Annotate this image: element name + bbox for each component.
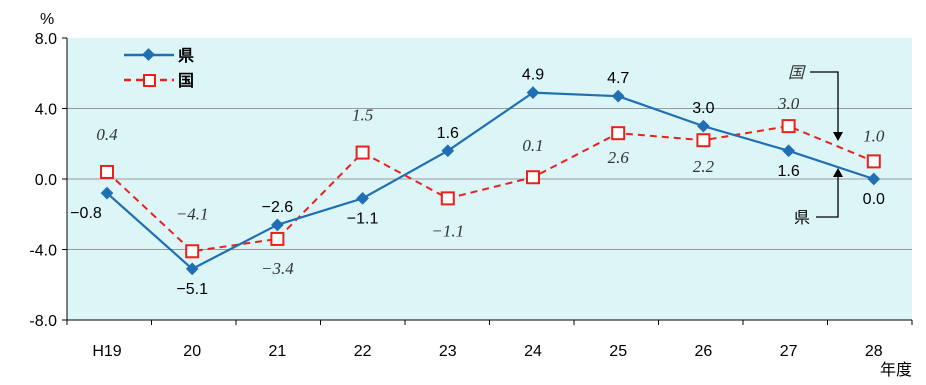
data-label-kuni: 3.0 bbox=[777, 94, 800, 113]
axes: 8.0 4.0 0.0 -4.0 -8.0 H19 20 21 22 23 24 25 26 27 28 bbox=[29, 31, 913, 360]
data-label-kuni: 1.5 bbox=[352, 106, 373, 125]
callout-kuni: 国 bbox=[788, 63, 843, 141]
legend-label-ken: 県 bbox=[178, 46, 194, 65]
point-kuni bbox=[526, 170, 540, 185]
point-kuni bbox=[781, 119, 796, 134]
y-tick-label: 8.0 bbox=[35, 31, 57, 48]
point-kuni bbox=[100, 164, 114, 179]
point-ken bbox=[100, 186, 114, 200]
x-tick-label: 28 bbox=[865, 343, 883, 360]
point-kuni bbox=[866, 154, 881, 169]
point-kuni bbox=[611, 126, 626, 141]
legend-marker-kuni bbox=[143, 74, 156, 87]
x-tick-label: 23 bbox=[439, 343, 457, 360]
y-axis-unit: % bbox=[40, 11, 54, 28]
y-tick-label: -4.0 bbox=[29, 243, 57, 260]
data-label-ken: −1.1 bbox=[347, 210, 379, 227]
data-label-kuni: 0.1 bbox=[522, 136, 543, 155]
data-label-ken: −5.1 bbox=[176, 281, 208, 298]
point-ken bbox=[271, 218, 284, 232]
callout-kuni-text: 国 bbox=[788, 63, 806, 82]
data-label-kuni: 1.0 bbox=[863, 126, 885, 145]
data-label-kuni: −4.1 bbox=[176, 204, 209, 223]
data-label-kuni: 2.6 bbox=[608, 148, 630, 167]
legend-label-kuni: 国 bbox=[178, 71, 194, 90]
data-label-ken: −2.6 bbox=[262, 199, 294, 216]
data-label-kuni: 0.4 bbox=[96, 125, 118, 144]
y-tick-label: 4.0 bbox=[35, 102, 57, 119]
point-kuni bbox=[440, 191, 455, 206]
x-tick-label: 27 bbox=[780, 343, 798, 360]
point-ken bbox=[185, 262, 199, 276]
x-axis-label: 年度 bbox=[880, 361, 912, 379]
y-tick-label: 0.0 bbox=[35, 172, 57, 189]
point-ken bbox=[356, 192, 369, 205]
y-tick-label: -8.0 bbox=[29, 313, 57, 330]
data-label-ken: −0.8 bbox=[70, 205, 102, 222]
data-label-ken: 4.9 bbox=[522, 67, 544, 84]
callout-ken: 県 bbox=[794, 168, 843, 227]
x-tick-label: 25 bbox=[609, 343, 627, 360]
callout-ken-text: 県 bbox=[794, 208, 810, 227]
data-label-ken: 0.0 bbox=[863, 191, 885, 208]
x-tick-label: 26 bbox=[695, 343, 713, 360]
point-kuni bbox=[185, 244, 200, 259]
legend-marker-ken bbox=[142, 48, 155, 61]
x-tick-label: 21 bbox=[269, 343, 287, 360]
x-tick-label: H19 bbox=[92, 343, 121, 360]
point-kuni bbox=[696, 133, 711, 148]
point-kuni bbox=[355, 145, 370, 160]
series-line-ken bbox=[106, 91, 875, 271]
data-label-ken: 1.6 bbox=[437, 125, 459, 142]
data-label-kuni: −1.1 bbox=[431, 221, 464, 240]
data-labels: −0.8 −5.1 −2.6 −1.1 1.6 4.9 4.7 3.0 1.6 0.0 0.4 −4.… bbox=[70, 67, 885, 298]
data-label-ken: 4.7 bbox=[607, 70, 629, 87]
point-ken bbox=[441, 144, 455, 158]
legend: 県 国 bbox=[124, 46, 194, 90]
x-tick-label: 20 bbox=[183, 343, 201, 360]
point-kuni bbox=[270, 231, 285, 246]
series-line-kuni bbox=[106, 125, 875, 253]
data-label-ken: 1.6 bbox=[777, 163, 799, 180]
x-tick-label: 22 bbox=[354, 343, 372, 360]
data-label-kuni: −3.4 bbox=[261, 259, 294, 278]
x-tick-label: 24 bbox=[524, 343, 542, 360]
data-label-ken: 3.0 bbox=[692, 100, 714, 117]
data-label-kuni: 2.2 bbox=[693, 157, 715, 176]
